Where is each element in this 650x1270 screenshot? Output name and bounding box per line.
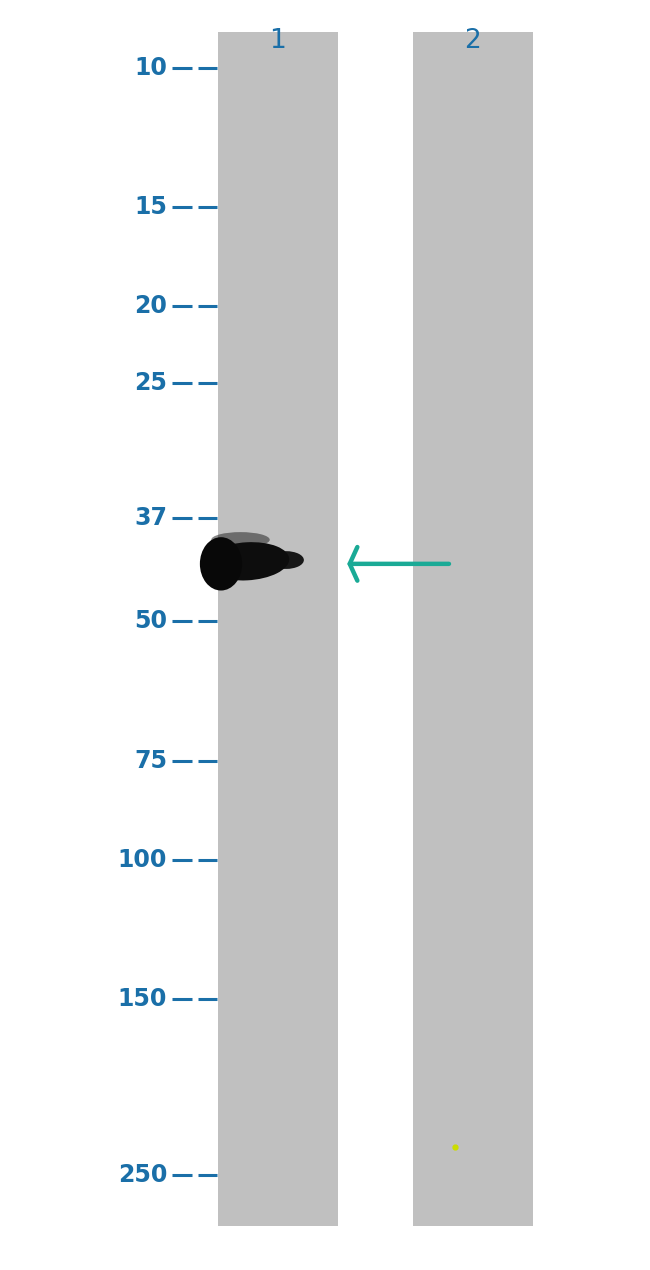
Text: 50: 50 — [134, 610, 167, 634]
Text: 20: 20 — [134, 295, 167, 319]
Bar — [218, 32, 338, 1226]
Text: 150: 150 — [118, 987, 167, 1011]
Text: 75: 75 — [134, 748, 167, 772]
Text: 1: 1 — [270, 28, 286, 53]
Bar — [413, 32, 533, 1226]
Ellipse shape — [205, 542, 289, 580]
Text: 25: 25 — [134, 371, 167, 395]
Text: 10: 10 — [134, 56, 167, 80]
Text: 15: 15 — [134, 196, 167, 220]
Text: 2: 2 — [465, 28, 481, 53]
Text: 250: 250 — [118, 1162, 167, 1186]
Ellipse shape — [211, 532, 270, 547]
Text: 37: 37 — [134, 505, 167, 530]
Ellipse shape — [268, 551, 304, 569]
Ellipse shape — [200, 537, 242, 591]
Text: 100: 100 — [118, 847, 167, 871]
